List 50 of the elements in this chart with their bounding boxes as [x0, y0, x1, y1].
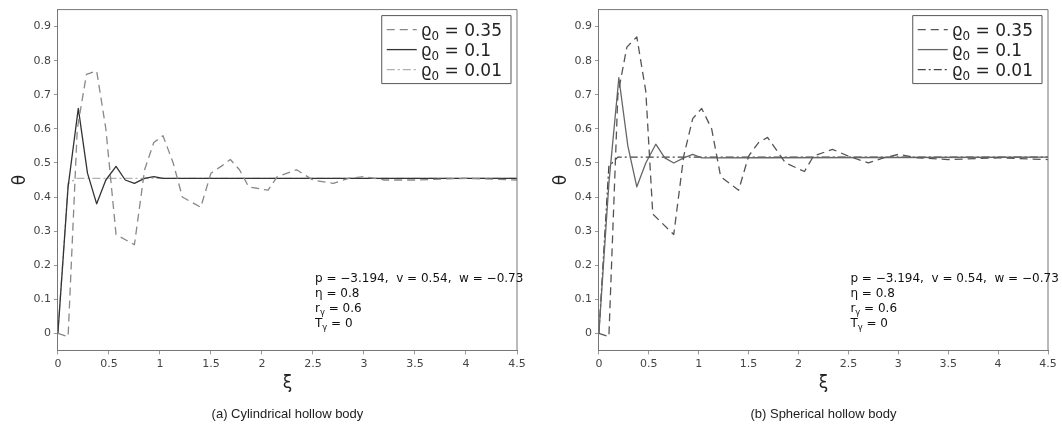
x-tick-label: 0: [54, 356, 62, 370]
text: (a) Cylindrical hollow body: [211, 406, 364, 421]
y-tick-label: 0.2: [33, 258, 51, 272]
x-tick-label: 4: [462, 356, 470, 370]
y-tick-label: 0.6: [33, 121, 51, 135]
x-tick-label: 1.5: [739, 356, 758, 370]
y-tick-label: 0.9: [33, 19, 51, 33]
y-axis-title: θ: [8, 174, 29, 186]
x-tick-label: 3: [894, 356, 902, 370]
y-tick-label: 0.5: [33, 155, 51, 169]
y-tick-label: 0.7: [33, 87, 51, 101]
y-tick-label: 0.3: [33, 223, 51, 237]
x-tick-label: 1: [156, 356, 164, 370]
x-tick-label: 3.5: [406, 356, 424, 370]
text: (b) Spherical hollow body: [750, 406, 897, 421]
x-tick-label: 4.5: [1039, 356, 1057, 370]
y-tick-label: 0.7: [574, 87, 592, 101]
annotation: p = −3.194, v = 0.54, w = −0.73: [850, 271, 1059, 286]
y-tick-label: 0: [43, 326, 51, 340]
y-tick-label: 0.9: [574, 19, 592, 33]
y-tick-label: 0.1: [33, 292, 51, 306]
x-tick-label: 2: [258, 356, 266, 370]
x-tick-label: 2.5: [304, 356, 322, 370]
annotation: η = 0.8: [314, 286, 360, 301]
y-axis-title: θ: [549, 174, 570, 186]
x-tick-label: 1.5: [202, 356, 220, 370]
x-tick-label: 0.5: [100, 356, 118, 370]
y-tick-label: 0.8: [574, 53, 592, 67]
annotation: η = 0.8: [850, 286, 895, 301]
x-tick-label: 0: [595, 356, 603, 370]
y-tick-label: 0.5: [574, 155, 592, 169]
y-tick-label: 0.4: [33, 189, 51, 203]
x-axis-title: ξ: [282, 372, 293, 393]
x-tick-label: 4.5: [508, 356, 526, 370]
x-tick-label: 2: [795, 356, 802, 370]
annotation: p = −3.194, v = 0.54, w = −0.73: [314, 271, 524, 286]
y-tick-label: 0.6: [574, 121, 592, 135]
y-tick-label: 0.2: [574, 258, 592, 272]
x-tick-label: 4: [994, 356, 1002, 370]
x-tick-label: 1: [695, 356, 703, 370]
y-tick-label: 0.3: [574, 223, 592, 237]
x-tick-label: 3.5: [939, 356, 957, 370]
x-axis-title: ξ: [818, 372, 829, 393]
x-tick-label: 2.5: [839, 356, 858, 370]
x-tick-label: 3: [360, 356, 368, 370]
y-tick-label: 0.4: [574, 189, 592, 203]
y-tick-label: 0: [584, 326, 592, 340]
y-tick-label: 0.8: [33, 53, 51, 67]
x-tick-label: 0.5: [640, 356, 658, 370]
y-tick-label: 0.1: [574, 292, 592, 306]
